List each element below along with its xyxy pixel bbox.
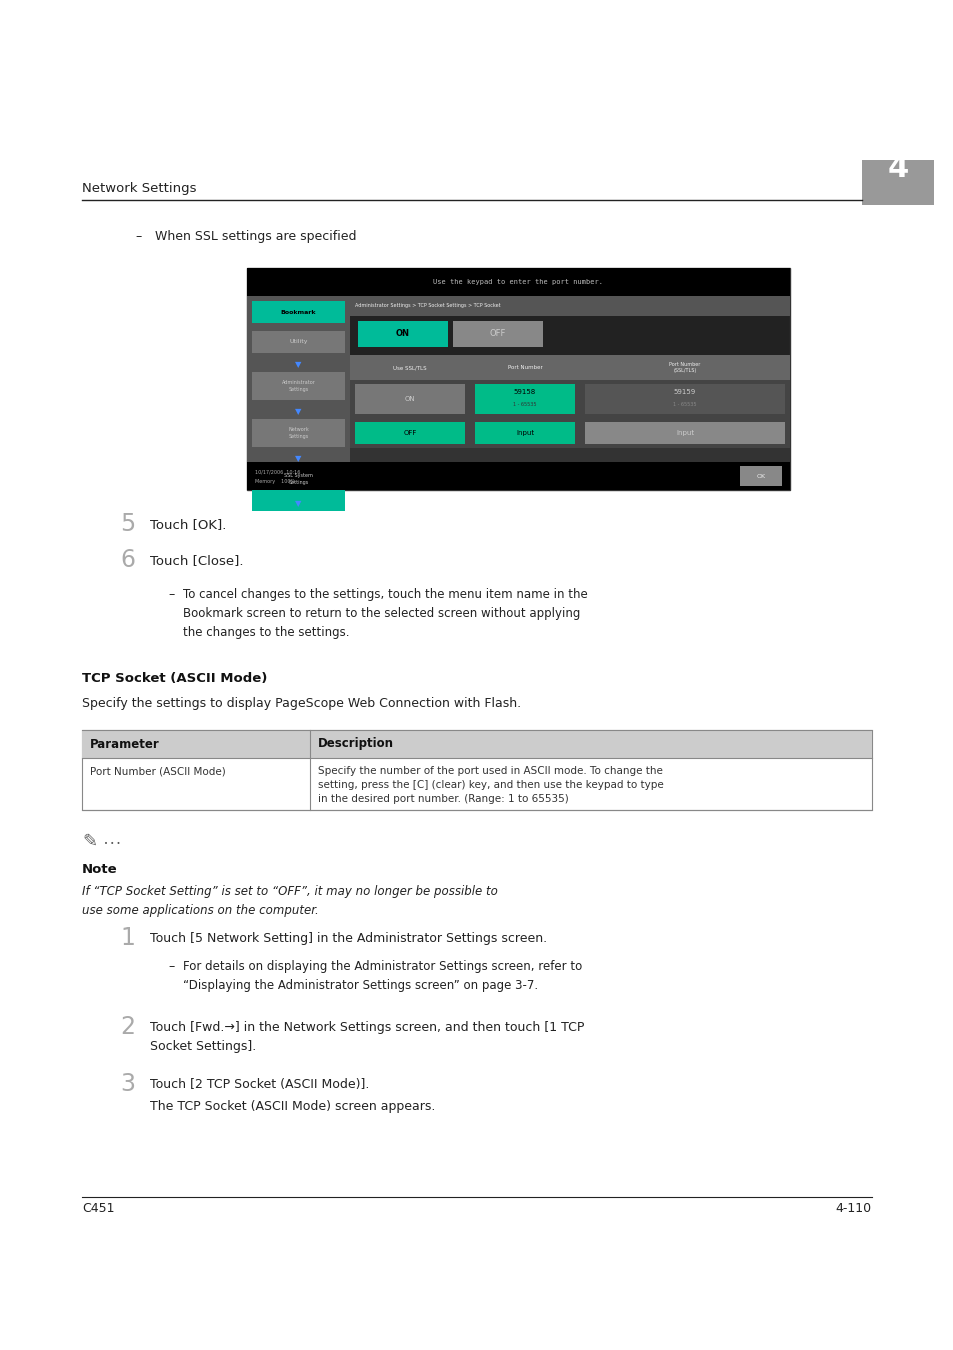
Text: Utility: Utility <box>289 339 308 344</box>
Text: Description: Description <box>317 737 394 751</box>
Text: ▼: ▼ <box>294 360 301 369</box>
Text: Port Number: Port Number <box>507 364 542 370</box>
FancyBboxPatch shape <box>247 269 789 490</box>
Text: If “TCP Socket Setting” is set to “OFF”, it may no longer be possible to
use som: If “TCP Socket Setting” is set to “OFF”,… <box>82 886 497 917</box>
Text: Port Number
(SSL/TLS): Port Number (SSL/TLS) <box>669 362 700 373</box>
Text: ON: ON <box>404 396 415 402</box>
Text: OK: OK <box>756 474 764 478</box>
Text: C451: C451 <box>82 1202 114 1215</box>
FancyBboxPatch shape <box>247 462 789 490</box>
Text: 5: 5 <box>120 512 135 536</box>
Text: 1 - 65535: 1 - 65535 <box>513 401 537 406</box>
Text: 4-110: 4-110 <box>835 1202 871 1215</box>
FancyBboxPatch shape <box>475 423 575 444</box>
Text: 4: 4 <box>886 154 907 184</box>
FancyBboxPatch shape <box>252 466 345 491</box>
FancyBboxPatch shape <box>357 321 448 347</box>
FancyBboxPatch shape <box>252 301 345 323</box>
Text: 59158: 59158 <box>514 389 536 396</box>
Text: TCP Socket: TCP Socket <box>285 485 312 489</box>
Text: ▼: ▼ <box>294 500 301 508</box>
Text: Specify the settings to display PageScope Web Connection with Flash.: Specify the settings to display PageScop… <box>82 697 520 710</box>
Text: 1 - 65535: 1 - 65535 <box>673 401 696 406</box>
Text: Administrator
Settings: Administrator Settings <box>281 381 315 392</box>
FancyBboxPatch shape <box>247 296 350 490</box>
Text: Memory    100%: Memory 100% <box>254 479 294 485</box>
FancyBboxPatch shape <box>453 321 542 347</box>
Text: –: – <box>168 589 174 601</box>
FancyBboxPatch shape <box>584 423 784 444</box>
Text: Specify the number of the port used in ASCII mode. To change the
setting, press : Specify the number of the port used in A… <box>317 765 663 805</box>
FancyBboxPatch shape <box>252 418 345 447</box>
Text: Network
Settings: Network Settings <box>288 428 309 439</box>
Text: –: – <box>135 230 141 243</box>
FancyBboxPatch shape <box>350 296 789 316</box>
Text: Touch [5 Network Setting] in the Administrator Settings screen.: Touch [5 Network Setting] in the Adminis… <box>150 931 547 945</box>
FancyBboxPatch shape <box>475 383 575 414</box>
Text: Bookmark: Bookmark <box>280 309 315 315</box>
Text: ✎: ✎ <box>82 833 97 851</box>
Text: Touch [2 TCP Socket (ASCII Mode)].: Touch [2 TCP Socket (ASCII Mode)]. <box>150 1079 369 1091</box>
FancyBboxPatch shape <box>252 331 345 352</box>
FancyBboxPatch shape <box>740 466 781 486</box>
Text: Input: Input <box>516 431 534 436</box>
FancyBboxPatch shape <box>862 161 933 205</box>
Text: To cancel changes to the settings, touch the menu item name in the
Bookmark scre: To cancel changes to the settings, touch… <box>183 589 587 639</box>
Text: Use the keypad to enter the port number.: Use the keypad to enter the port number. <box>433 279 603 285</box>
FancyBboxPatch shape <box>350 418 789 448</box>
FancyBboxPatch shape <box>355 383 464 414</box>
Text: Note: Note <box>82 863 117 876</box>
Text: 10/17/2006  10:16: 10/17/2006 10:16 <box>254 470 300 474</box>
FancyBboxPatch shape <box>350 379 789 418</box>
Text: Port Number (ASCII Mode): Port Number (ASCII Mode) <box>90 765 226 776</box>
FancyBboxPatch shape <box>82 730 871 810</box>
Text: Parameter: Parameter <box>90 737 159 751</box>
Text: ▼: ▼ <box>294 454 301 463</box>
Text: SSL System
Settings: SSL System Settings <box>284 474 313 485</box>
Text: • • •: • • • <box>104 841 120 846</box>
Text: 1: 1 <box>120 926 134 950</box>
Text: The TCP Socket (ASCII Mode) screen appears.: The TCP Socket (ASCII Mode) screen appea… <box>150 1100 435 1112</box>
FancyBboxPatch shape <box>350 355 789 379</box>
Text: Administrator Settings > TCP Socket Settings > TCP Socket: Administrator Settings > TCP Socket Sett… <box>355 304 500 309</box>
Text: Network Settings: Network Settings <box>82 182 196 194</box>
FancyBboxPatch shape <box>82 730 871 757</box>
FancyBboxPatch shape <box>252 373 345 400</box>
Text: 59159: 59159 <box>673 389 696 396</box>
Text: OFF: OFF <box>489 329 506 339</box>
Text: –: – <box>168 960 174 973</box>
Text: Input: Input <box>676 431 694 436</box>
Text: 3: 3 <box>120 1072 135 1096</box>
Text: Touch [Fwd.→] in the Network Settings screen, and then touch [1 TCP
Socket Setti: Touch [Fwd.→] in the Network Settings sc… <box>150 1021 584 1053</box>
Text: TCP Socket (ASCII Mode): TCP Socket (ASCII Mode) <box>82 672 267 684</box>
FancyBboxPatch shape <box>584 383 784 414</box>
Text: ON: ON <box>395 329 410 339</box>
Text: 2: 2 <box>120 1015 135 1040</box>
Text: Touch [Close].: Touch [Close]. <box>150 554 243 567</box>
FancyBboxPatch shape <box>252 462 345 512</box>
FancyBboxPatch shape <box>247 269 789 296</box>
Text: When SSL settings are specified: When SSL settings are specified <box>154 230 356 243</box>
Text: OFF: OFF <box>403 431 416 436</box>
FancyBboxPatch shape <box>355 423 464 444</box>
Text: 6: 6 <box>120 548 135 572</box>
Text: Touch [OK].: Touch [OK]. <box>150 518 226 531</box>
Text: For details on displaying the Administrator Settings screen, refer to
“Displayin: For details on displaying the Administra… <box>183 960 581 992</box>
Text: ▼: ▼ <box>294 406 301 416</box>
FancyBboxPatch shape <box>350 448 789 466</box>
Text: Use SSL/TLS: Use SSL/TLS <box>393 364 426 370</box>
